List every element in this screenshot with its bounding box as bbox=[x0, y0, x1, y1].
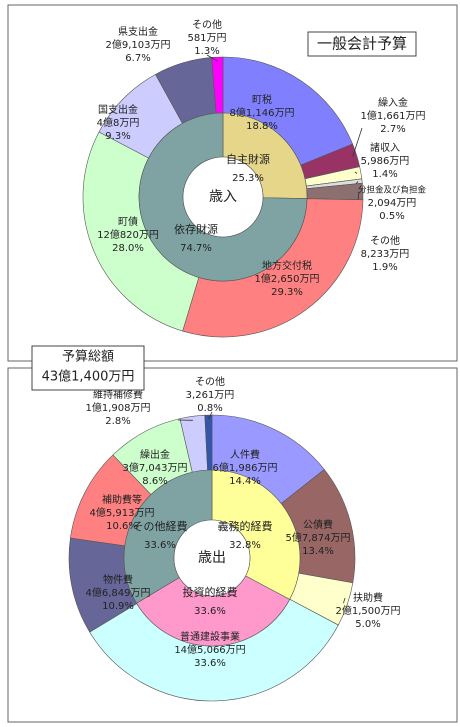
slice-amount: 2億1,500万円 bbox=[336, 604, 401, 617]
slice-amount: 6億1,986万円 bbox=[213, 461, 278, 474]
slice-percent: 28.0% bbox=[112, 243, 144, 254]
leader-line bbox=[206, 54, 218, 62]
slice-percent: 1.4% bbox=[372, 169, 397, 180]
inner-percent: 32.8% bbox=[229, 540, 261, 551]
slice-name: 地方交付税 bbox=[262, 259, 312, 272]
slice-percent: 1.9% bbox=[372, 262, 397, 273]
slice-name: 県支出金 bbox=[118, 25, 158, 38]
title-box bbox=[307, 31, 417, 57]
slice-name: その他 bbox=[370, 234, 400, 247]
slice-name: 補助費等 bbox=[102, 493, 142, 506]
slice-percent: 9.3% bbox=[105, 131, 130, 142]
slice-name: 繰出金 bbox=[140, 448, 170, 461]
panel-frame bbox=[7, 367, 458, 723]
slice-percent: 29.3% bbox=[271, 287, 303, 298]
slice-percent: 18.8% bbox=[246, 121, 278, 132]
leader-line bbox=[208, 411, 213, 420]
chart-title: 予算総額 bbox=[62, 350, 114, 365]
slice-name: 物件費 bbox=[103, 573, 133, 586]
center-label: 歳入 bbox=[209, 189, 237, 205]
slice-amount: 3億7,043万円 bbox=[123, 461, 188, 474]
leader-line bbox=[343, 597, 346, 604]
slice-amount: 1億1,908万円 bbox=[86, 401, 151, 414]
slice-amount: 8,233万円 bbox=[361, 249, 410, 260]
panel-frame bbox=[7, 4, 458, 362]
slice-percent: 8.6% bbox=[142, 476, 167, 487]
slice-name: 分担金及び負担金 bbox=[358, 185, 427, 196]
leader-line bbox=[354, 171, 358, 174]
inner-name: その他経費 bbox=[133, 519, 188, 533]
slice-name: その他 bbox=[195, 375, 225, 388]
slice-percent: 0.5% bbox=[379, 211, 404, 222]
inner-percent: 33.6% bbox=[194, 606, 226, 617]
slice-name: 普通建設事業 bbox=[180, 630, 240, 643]
inner-name: 依存財源 bbox=[174, 222, 218, 236]
slice-percent: 0.8% bbox=[197, 403, 222, 414]
slice-amount: 2,094万円 bbox=[368, 198, 417, 209]
slice-name: 町債 bbox=[118, 215, 138, 228]
slice-amount: 12億820万円 bbox=[97, 228, 159, 241]
slice-percent: 14.4% bbox=[229, 476, 261, 487]
leader-line bbox=[352, 127, 363, 157]
slice-amount: 581万円 bbox=[187, 33, 226, 44]
slice-amount: 5億7,874万円 bbox=[286, 531, 351, 544]
slice-name: 扶助費 bbox=[353, 591, 383, 604]
slice-percent: 10.9% bbox=[102, 601, 134, 612]
slice-name: 国支出金 bbox=[98, 103, 138, 116]
center-circle bbox=[173, 519, 251, 597]
slice-percent: 2.8% bbox=[105, 416, 130, 427]
center-label: 歳出 bbox=[198, 550, 226, 566]
slice-percent: 2.7% bbox=[380, 124, 405, 135]
slice-percent: 13.4% bbox=[302, 546, 334, 557]
slice-amount: 4億8万円 bbox=[97, 116, 140, 129]
slice-amount: 8億1,146万円 bbox=[230, 106, 295, 119]
slice-name: 町税 bbox=[252, 93, 272, 106]
slice-name: 公債費 bbox=[303, 518, 333, 531]
slice-name: 諸収入 bbox=[370, 141, 400, 154]
slice-amount: 4億5,913万円 bbox=[90, 506, 155, 519]
title-box bbox=[31, 345, 145, 391]
slice-name: 維持補修費 bbox=[93, 388, 143, 401]
inner-name: 投資的経費 bbox=[183, 585, 238, 599]
slice-name: 繰入金 bbox=[378, 96, 408, 109]
inner-percent: 74.7% bbox=[180, 243, 212, 254]
slice-percent: 6.7% bbox=[125, 53, 150, 64]
inner-percent: 33.6% bbox=[144, 540, 176, 551]
chart-title: 一般会計予算 bbox=[317, 35, 407, 53]
slice-percent: 33.6% bbox=[194, 658, 226, 669]
slice-amount: 5,986万円 bbox=[361, 156, 410, 167]
inner-name: 義務的経費 bbox=[218, 519, 273, 533]
slice-amount: 1億2,650万円 bbox=[255, 272, 320, 285]
slice-percent: 10.6% bbox=[106, 521, 138, 532]
slice-amount: 14億5,066万円 bbox=[174, 643, 245, 656]
slice-amount: 1億1,661万円 bbox=[361, 109, 426, 122]
slice-amount: 4億6,849万円 bbox=[86, 586, 151, 599]
inner-percent: 25.3% bbox=[232, 173, 264, 184]
slice-name: その他 bbox=[192, 18, 222, 31]
slice-amount: 2億9,103万円 bbox=[106, 38, 171, 51]
slice-percent: 5.0% bbox=[355, 619, 380, 630]
inner-name: 自主財源 bbox=[226, 152, 270, 166]
slice-amount: 3,261万円 bbox=[186, 390, 235, 401]
chart-subtitle: 43億1,400万円 bbox=[42, 369, 135, 385]
center-circle bbox=[182, 156, 264, 238]
slice-percent: 1.3% bbox=[194, 46, 219, 57]
slice-name: 人件費 bbox=[230, 448, 260, 461]
